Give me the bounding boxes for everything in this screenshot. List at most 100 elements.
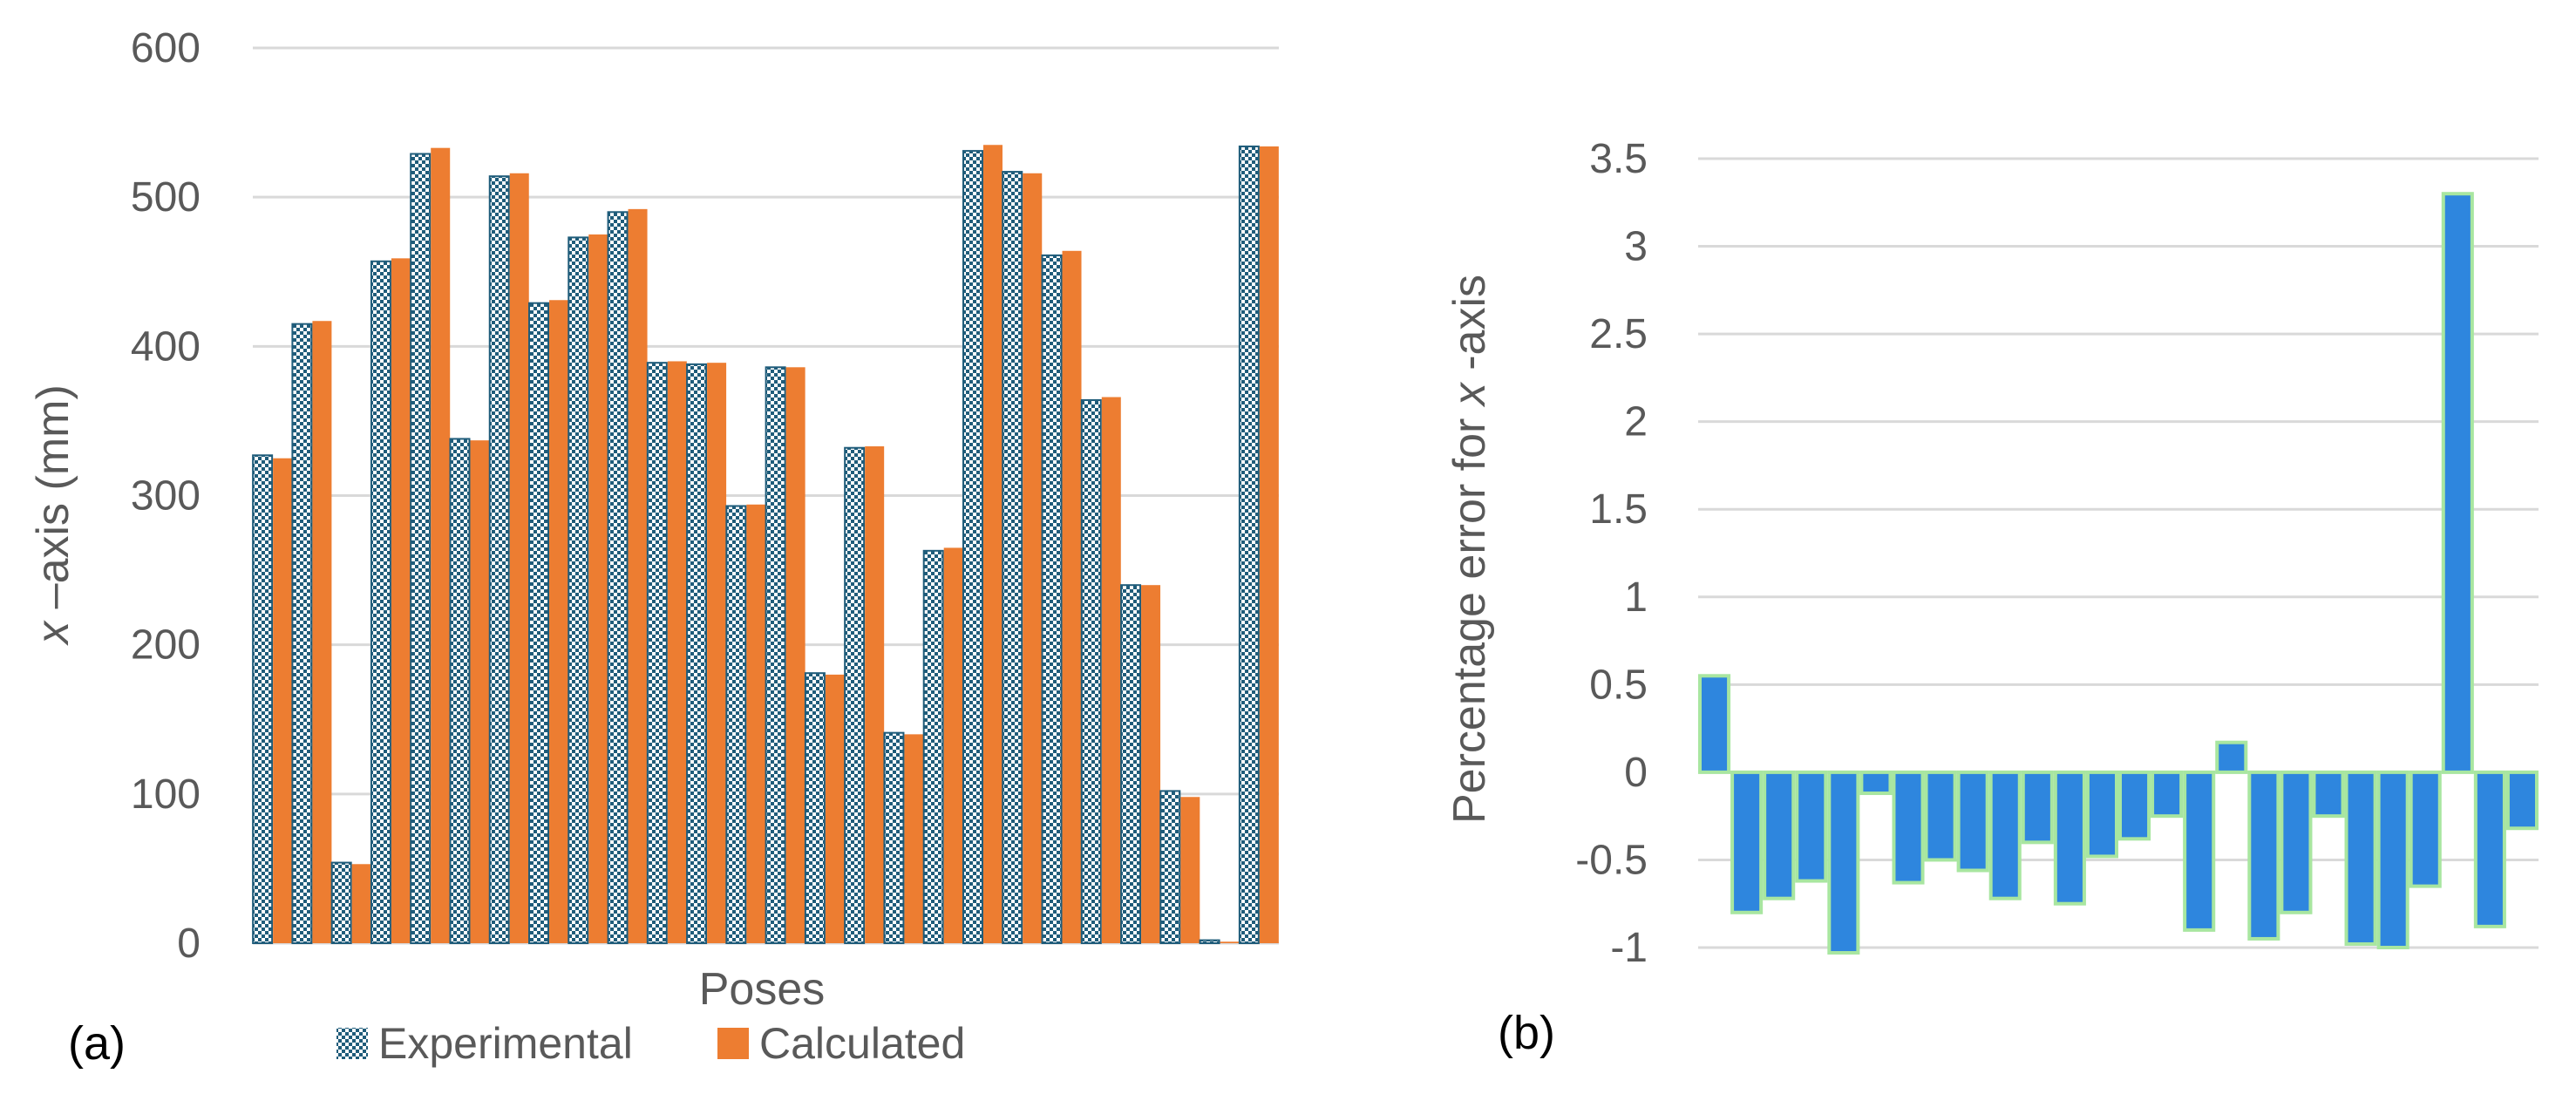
bar-calculated xyxy=(667,361,687,943)
panel-b-chart: -1 -0.5 0 0.5 1 1.5 2 2.5 3 3.5 Percentage error … xyxy=(1444,136,2539,1059)
bar-percentage-error xyxy=(2376,770,2409,950)
bar-experimental xyxy=(410,153,432,945)
bar-percentage-error xyxy=(1924,770,1957,862)
panel-a-legend: Experimental Calculated xyxy=(336,1019,965,1068)
bar-calculated xyxy=(509,173,529,943)
bar-calculated xyxy=(865,446,885,943)
bar-calculated xyxy=(549,300,569,943)
bar-experimental xyxy=(252,454,274,944)
bar-percentage-error xyxy=(2085,770,2119,859)
bar-calculated xyxy=(273,458,293,943)
panel-a-bars xyxy=(252,145,1279,945)
bar-percentage-error xyxy=(2473,770,2506,928)
bar-calculated xyxy=(1259,146,1279,944)
legend-label-experimental: Experimental xyxy=(378,1019,633,1068)
panel-a-y-axis-title-rest: –axis (mm) xyxy=(28,384,78,622)
panel-b-y-tick-label: 2.5 xyxy=(1589,311,1648,357)
bar-calculated xyxy=(785,367,805,944)
bar-calculated xyxy=(431,147,451,944)
bar-percentage-error xyxy=(2409,770,2442,888)
bar-calculated xyxy=(312,321,332,943)
panel-b-y-tick-label: 0 xyxy=(1624,750,1648,796)
bar-calculated xyxy=(1062,250,1082,944)
bar-percentage-error xyxy=(1763,770,1796,900)
bar-experimental xyxy=(607,211,629,945)
bar-calculated xyxy=(982,145,1003,944)
panel-b-y-tick-label: 0.5 xyxy=(1589,662,1648,708)
panel-a-y-tick-label: 400 xyxy=(131,323,201,370)
panel-a-y-tick-label: 100 xyxy=(131,771,201,818)
bar-percentage-error xyxy=(1859,770,1893,796)
bar-calculated xyxy=(904,734,924,943)
panel-a-y-tick-label: 600 xyxy=(131,25,201,71)
panel-b-y-axis-title-pre: Percentage error for xyxy=(1444,405,1495,824)
bar-percentage-error xyxy=(2280,770,2313,914)
bar-experimental xyxy=(291,323,313,944)
panel-b-y-tick-label: 2 xyxy=(1624,399,1648,445)
bar-experimental xyxy=(765,366,786,944)
panel-b-y-tick-label: 3.5 xyxy=(1589,136,1648,182)
bar-experimental xyxy=(804,672,826,945)
bar-calculated xyxy=(1220,941,1240,943)
panel-b-y-axis-title: Percentage error for x -axis xyxy=(1444,275,1495,824)
bar-experimental xyxy=(370,260,391,945)
bar-experimental xyxy=(646,362,668,944)
bar-calculated xyxy=(1141,585,1161,943)
panel-b-y-axis-title-italic: x xyxy=(1444,381,1495,408)
bar-experimental xyxy=(568,236,589,944)
panel-b-y-tick-label: 1 xyxy=(1624,574,1648,621)
bar-experimental xyxy=(1159,790,1181,944)
bar-percentage-error xyxy=(1827,770,1860,955)
bar-calculated xyxy=(351,864,371,943)
panel-a-y-tick-label: 0 xyxy=(177,921,201,967)
bar-experimental xyxy=(330,861,352,945)
panel-b-y-tick-label: -0.5 xyxy=(1575,837,1648,883)
panel-b-bars xyxy=(1698,192,2539,955)
bar-experimental xyxy=(1080,398,1102,945)
panel-a-x-axis-title: Poses xyxy=(699,964,826,1015)
panel-a-chart: 0 100 200 300 400 500 600 x –axis (mm) Poses (… xyxy=(28,25,1279,1070)
panel-a-y-axis-title-italic: x xyxy=(28,620,78,647)
panel-a-y-tick-label: 500 xyxy=(131,174,201,221)
panel-b-label: (b) xyxy=(1498,1007,1555,1059)
bar-calculated xyxy=(628,208,648,944)
bar-experimental xyxy=(962,150,983,945)
bar-experimental xyxy=(528,302,550,944)
panel-b-y-tick-label: 3 xyxy=(1624,224,1648,270)
bar-percentage-error xyxy=(2053,770,2086,906)
bar-experimental xyxy=(1120,584,1142,944)
bar-calculated xyxy=(1023,173,1043,943)
bar-experimental xyxy=(1238,145,1260,945)
bar-experimental xyxy=(1041,254,1063,944)
bar-experimental xyxy=(488,175,510,945)
bar-percentage-error xyxy=(1698,674,1731,774)
panel-b-y-axis-title-post: -axis xyxy=(1444,275,1495,383)
bar-calculated xyxy=(825,674,845,943)
bar-percentage-error xyxy=(1956,770,1989,873)
panel-a-y-axis-title: x –axis (mm) xyxy=(28,384,78,647)
bar-percentage-error xyxy=(2183,770,2216,932)
legend-swatch-calculated xyxy=(717,1028,749,1059)
bar-calculated xyxy=(746,504,766,943)
bar-calculated xyxy=(1180,797,1200,943)
bar-percentage-error xyxy=(2344,770,2377,946)
bar-experimental xyxy=(1002,171,1023,944)
bar-percentage-error xyxy=(2021,770,2054,845)
legend-label-calculated: Calculated xyxy=(759,1019,965,1068)
legend-swatch-experimental xyxy=(336,1028,368,1059)
panel-b-y-tick-labels: -1 -0.5 0 0.5 1 1.5 2 2.5 3 3.5 xyxy=(1575,136,1648,971)
bar-percentage-error xyxy=(2247,770,2280,941)
bar-experimental xyxy=(725,505,747,945)
bar-percentage-error xyxy=(1892,770,1925,885)
panel-b-y-tick-label: -1 xyxy=(1610,925,1648,971)
bar-experimental xyxy=(883,731,905,945)
bar-calculated xyxy=(588,234,608,943)
bar-percentage-error xyxy=(1988,770,2022,900)
bar-calculated xyxy=(391,258,411,944)
bar-experimental xyxy=(686,363,708,944)
panel-a-y-tick-label: 200 xyxy=(131,622,201,669)
bar-calculated xyxy=(707,363,727,944)
panel-b-y-tick-label: 1.5 xyxy=(1589,486,1648,533)
bar-percentage-error xyxy=(2215,740,2248,774)
